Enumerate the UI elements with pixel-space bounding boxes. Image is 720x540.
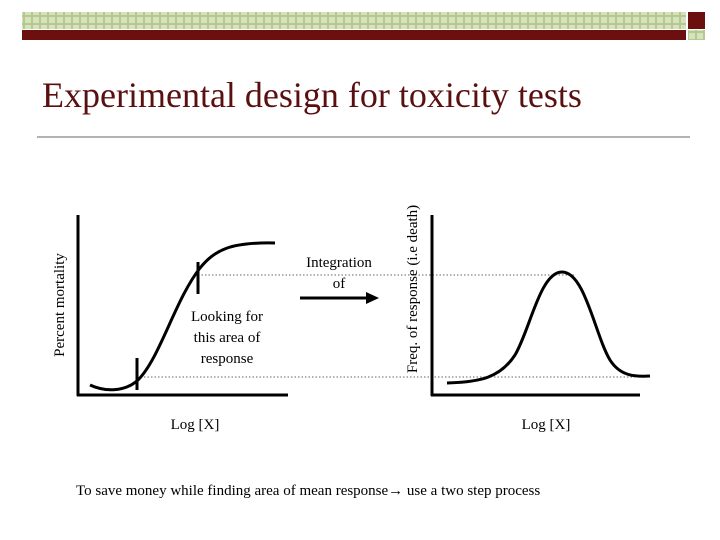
slide-title: Experimental design for toxicity tests (42, 75, 582, 115)
x-axis-label: Log [X] (171, 417, 220, 433)
header-square (688, 30, 705, 40)
footer-note: To save money while finding area of mean… (76, 483, 540, 499)
header-bar (22, 30, 686, 40)
y-axis-label: Freq. of response (i.e death) (405, 205, 421, 373)
right-panel (430, 215, 651, 397)
transition-label: Integration (306, 255, 372, 271)
bell-curve (446, 270, 651, 385)
arrow-head (366, 292, 379, 304)
annotation: this area of (194, 330, 261, 346)
header-pattern (22, 12, 686, 29)
annotation: Looking for (191, 309, 263, 325)
transition-label: of (333, 276, 346, 292)
header-square (688, 12, 705, 29)
y-axis-label: Percent mortality (52, 253, 68, 357)
annotation: response (201, 351, 254, 367)
left-panel (76, 215, 288, 397)
x-axis-label: Log [X] (522, 417, 571, 433)
sigmoid-curve (89, 241, 276, 392)
